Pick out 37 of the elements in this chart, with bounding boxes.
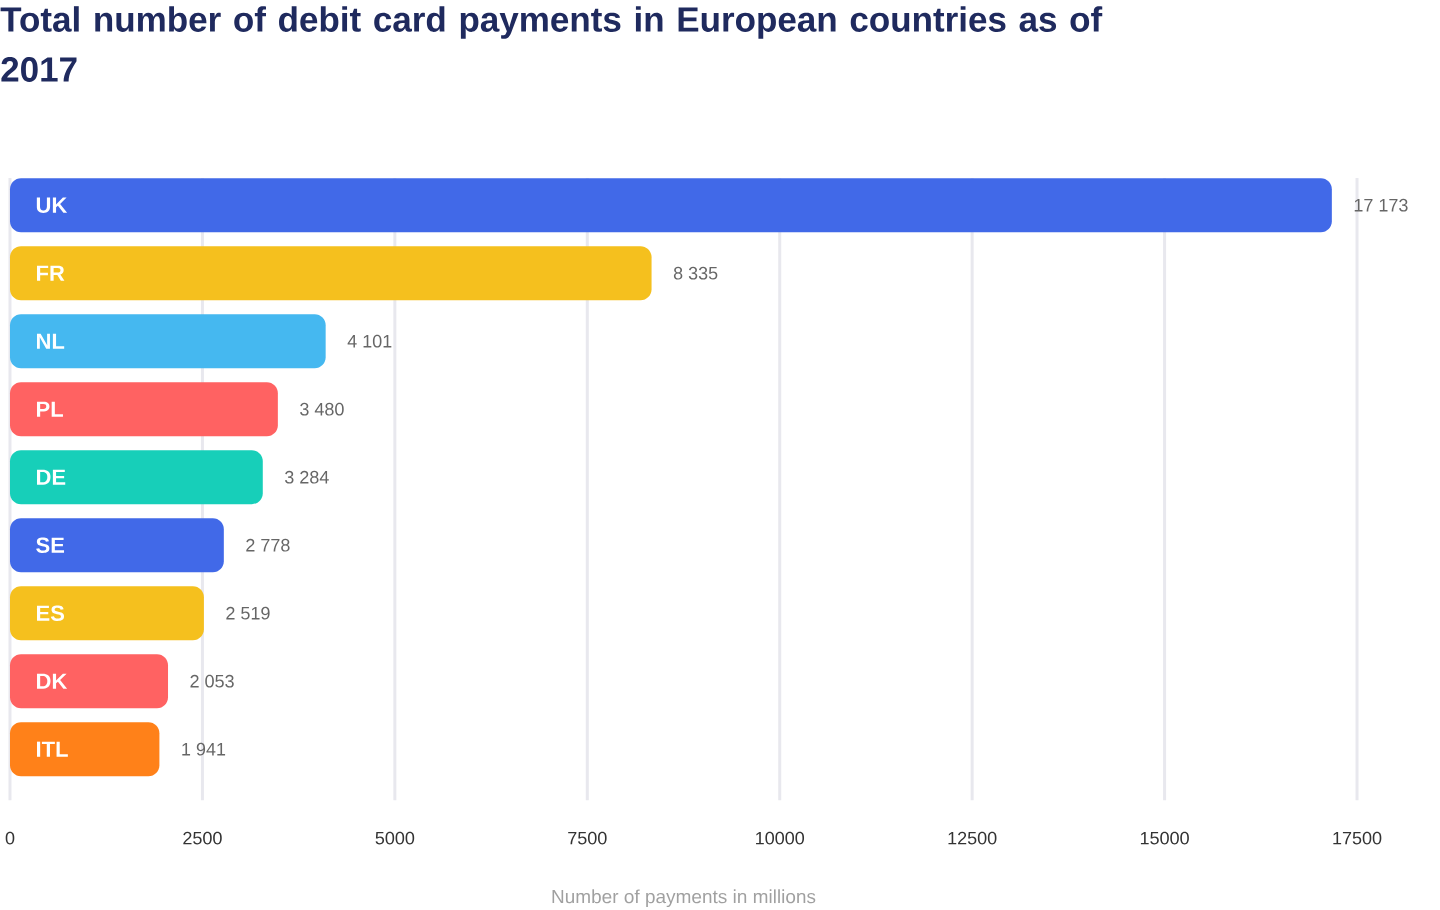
- data-label: 17 173: [1354, 198, 1408, 212]
- y-tick-label: NL: [37, 333, 65, 349]
- y-tick-label: UK: [36, 197, 68, 213]
- chart-title: Total number of debit card payments in European countries as of 2017: [0, 6, 1103, 82]
- x-tick-label: 0: [5, 831, 15, 845]
- data-label: 4 101: [347, 334, 392, 348]
- y-tick-label: ITL: [37, 741, 68, 757]
- bar: [10, 178, 1332, 233]
- bar: [10, 382, 278, 437]
- data-label: 2 519: [226, 606, 270, 620]
- y-tick-label: PL: [37, 401, 63, 417]
- data-label: 3 284: [285, 470, 329, 484]
- y-tick-label: DE: [37, 469, 66, 485]
- bar: [10, 722, 160, 777]
- x-axis-title: Number of payments in millions: [552, 889, 816, 907]
- x-tick-label: 17500: [1333, 831, 1382, 845]
- bar: [10, 246, 652, 301]
- data-label: 2 053: [190, 674, 234, 688]
- x-tick-label: 12500: [948, 831, 997, 845]
- bar: [10, 314, 326, 369]
- data-label: 8 335: [673, 266, 718, 280]
- data-label: 3 480: [300, 402, 344, 416]
- y-tick-label: SE: [36, 537, 65, 553]
- y-tick-label: FR: [37, 265, 65, 281]
- y-tick-label: ES: [37, 605, 65, 621]
- bar: [10, 518, 224, 573]
- x-tick-label: 15000: [1140, 831, 1189, 845]
- x-tick-label: 10000: [756, 831, 805, 845]
- x-tick-label: 7500: [568, 831, 607, 845]
- x-tick-label: 5000: [375, 831, 415, 845]
- y-tick-label: DK: [37, 673, 68, 689]
- data-label: 1 941: [182, 742, 226, 756]
- bar: [10, 450, 263, 505]
- bar: [10, 586, 204, 641]
- data-label: 2 778: [246, 538, 290, 552]
- x-tick-label: 2500: [183, 831, 222, 845]
- bar: [10, 654, 169, 709]
